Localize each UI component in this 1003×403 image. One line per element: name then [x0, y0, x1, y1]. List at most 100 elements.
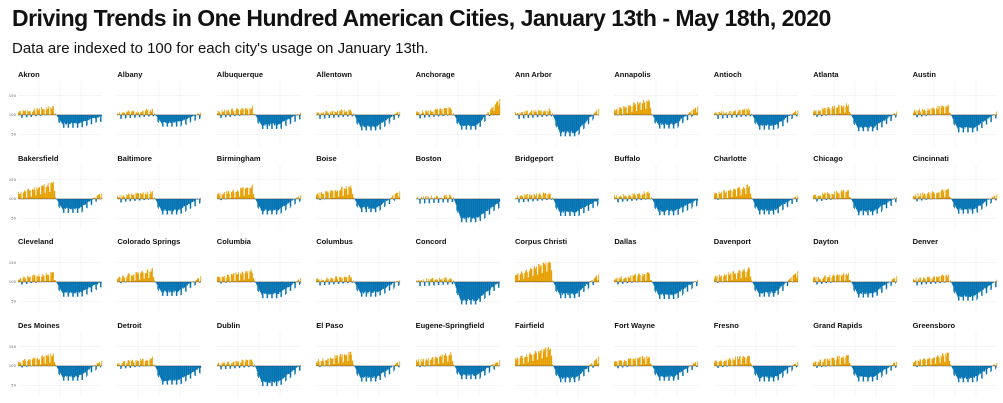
day-bar: [829, 193, 830, 199]
day-bar: [440, 356, 442, 366]
day-bar: [183, 198, 185, 206]
day-bar: [326, 110, 327, 115]
day-bar: [536, 266, 537, 282]
day-bar: [717, 281, 719, 283]
day-bar: [242, 273, 244, 282]
day-bar: [290, 281, 292, 291]
day-bar: [356, 114, 358, 124]
day-bar: [263, 281, 265, 294]
day-bar: [570, 114, 572, 133]
day-bar: [296, 197, 298, 199]
day-bar: [81, 281, 83, 297]
day-bar: [432, 198, 434, 203]
day-bar: [90, 365, 92, 373]
day-bar: [75, 198, 77, 208]
day-bar: [556, 198, 558, 207]
day-bar: [276, 365, 278, 386]
day-bar: [249, 108, 251, 115]
day-bar: [267, 365, 269, 383]
day-bar: [20, 113, 22, 115]
day-bar: [220, 281, 222, 284]
day-bar: [160, 281, 162, 291]
day-bar: [241, 107, 243, 115]
day-bar: [881, 114, 883, 128]
facet-plot: [117, 247, 202, 313]
day-bar: [481, 198, 483, 214]
day-bar: [849, 196, 851, 199]
day-bar: [62, 281, 64, 294]
day-bar: [542, 348, 544, 366]
day-bar: [421, 361, 423, 366]
day-bar: [288, 281, 290, 287]
day-bar: [538, 264, 539, 282]
day-bar: [430, 111, 431, 115]
day-bar: [823, 193, 824, 199]
day-bar: [135, 280, 137, 282]
day-bar: [243, 195, 245, 199]
day-bar: [591, 198, 592, 204]
day-bar: [895, 281, 897, 284]
day-bar: [518, 114, 520, 119]
day-bar: [557, 114, 559, 127]
day-bar: [333, 281, 335, 285]
day-bar: [946, 189, 948, 199]
day-bar: [630, 358, 632, 366]
day-bar: [428, 281, 430, 286]
day-bar: [984, 114, 985, 121]
day-bar: [361, 114, 362, 131]
day-bar: [221, 193, 223, 199]
day-bar: [756, 281, 758, 291]
day-bar: [727, 272, 729, 282]
day-bar: [390, 281, 392, 285]
day-bar: [697, 279, 699, 282]
day-bar: [445, 196, 447, 199]
day-bar: [917, 195, 919, 199]
day-bar: [760, 114, 762, 125]
day-bar: [521, 354, 523, 366]
day-bar: [380, 365, 382, 380]
day-bar: [80, 281, 82, 293]
facet-plot: [515, 80, 600, 146]
day-bar: [583, 365, 584, 376]
day-bar: [821, 281, 823, 284]
day-bar: [594, 112, 596, 115]
day-bar: [128, 110, 130, 115]
day-bar: [820, 110, 822, 115]
day-bar: [797, 110, 798, 115]
day-bar: [139, 365, 141, 367]
day-bar: [274, 281, 276, 294]
day-bar: [536, 198, 538, 201]
day-bar: [451, 360, 453, 366]
day-bar: [628, 193, 630, 199]
day-bar: [125, 365, 127, 368]
day-bar: [430, 278, 432, 282]
day-bar: [389, 198, 391, 204]
day-bar: [160, 198, 162, 208]
day-bar: [64, 114, 66, 123]
day-bar: [66, 281, 68, 293]
day-bar: [817, 281, 818, 285]
day-bar: [34, 356, 36, 366]
day-bar: [168, 114, 170, 124]
day-bar: [456, 198, 458, 213]
day-bar: [986, 281, 987, 293]
day-bar: [219, 364, 221, 366]
day-bar: [862, 198, 864, 215]
day-bar: [842, 189, 844, 199]
day-bar: [245, 187, 247, 199]
day-bar: [646, 280, 647, 282]
day-bar: [174, 114, 176, 123]
day-bar: [29, 358, 31, 366]
day-bar: [320, 191, 322, 199]
facet-plot: [415, 80, 500, 146]
day-bar: [628, 107, 630, 115]
day-bar: [134, 365, 136, 367]
day-bar: [325, 280, 327, 282]
day-bar: [661, 198, 663, 211]
day-bar: [587, 281, 589, 290]
day-bar: [186, 281, 187, 293]
day-bar: [473, 365, 474, 376]
day-bar: [520, 111, 522, 115]
day-bar: [336, 276, 337, 282]
day-bar: [221, 361, 223, 366]
